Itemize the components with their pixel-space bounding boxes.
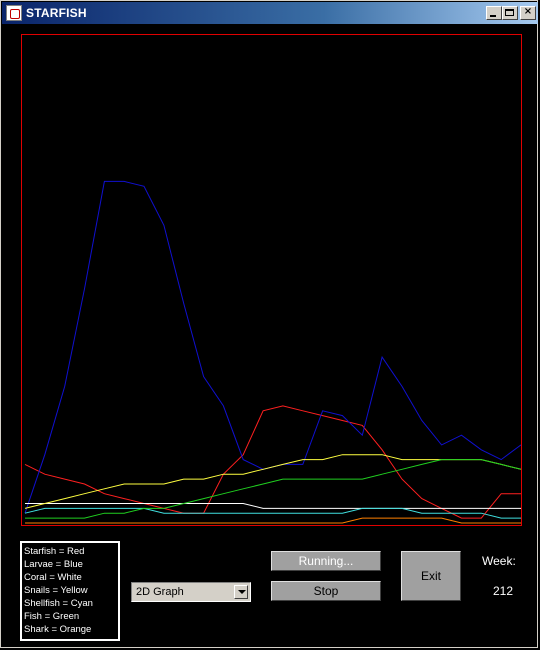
exit-button[interactable]: Exit — [401, 551, 461, 601]
close-icon: × — [523, 6, 533, 17]
stop-button[interactable]: Stop — [271, 581, 381, 601]
minimize-button[interactable] — [486, 6, 502, 20]
window-title: STARFISH — [26, 6, 87, 20]
running-button[interactable]: Running... — [271, 551, 381, 571]
legend-item-starfish: Starfish = Red — [24, 546, 85, 557]
legend: Starfish = Red Larvae = Blue Coral = Whi… — [20, 541, 120, 641]
week-value: 212 — [493, 584, 514, 598]
legend-item-fish: Fish = Green — [24, 611, 80, 622]
legend-item-shark: Shark = Orange — [24, 624, 92, 635]
graph-mode-select[interactable]: 2D Graph — [131, 582, 251, 602]
series-line-coral — [25, 503, 521, 509]
close-button[interactable]: × — [520, 6, 536, 20]
graph-mode-value: 2D Graph — [136, 586, 184, 598]
series-line-larvae — [24, 180, 521, 514]
series-line-snails — [24, 454, 521, 509]
population-graph-svg — [24, 180, 521, 524]
week-label: Week: — [482, 554, 516, 568]
chevron-down-icon[interactable] — [234, 585, 248, 599]
series-line-shellfish — [24, 507, 521, 519]
legend-item-shellfish: Shellfish = Cyan — [24, 598, 93, 609]
legend-item-coral: Coral = White — [24, 572, 82, 583]
series-line-shark — [25, 517, 521, 524]
series-line-starfish — [24, 405, 521, 519]
legend-item-snails: Snails = Yellow — [24, 585, 88, 596]
series-line-fish — [25, 459, 521, 519]
population-graph — [21, 34, 522, 526]
title-bar[interactable]: STARFISH × — [2, 2, 538, 24]
legend-item-larvae: Larvae = Blue — [24, 559, 83, 570]
maximize-button[interactable] — [502, 6, 518, 20]
app-icon — [6, 5, 22, 21]
